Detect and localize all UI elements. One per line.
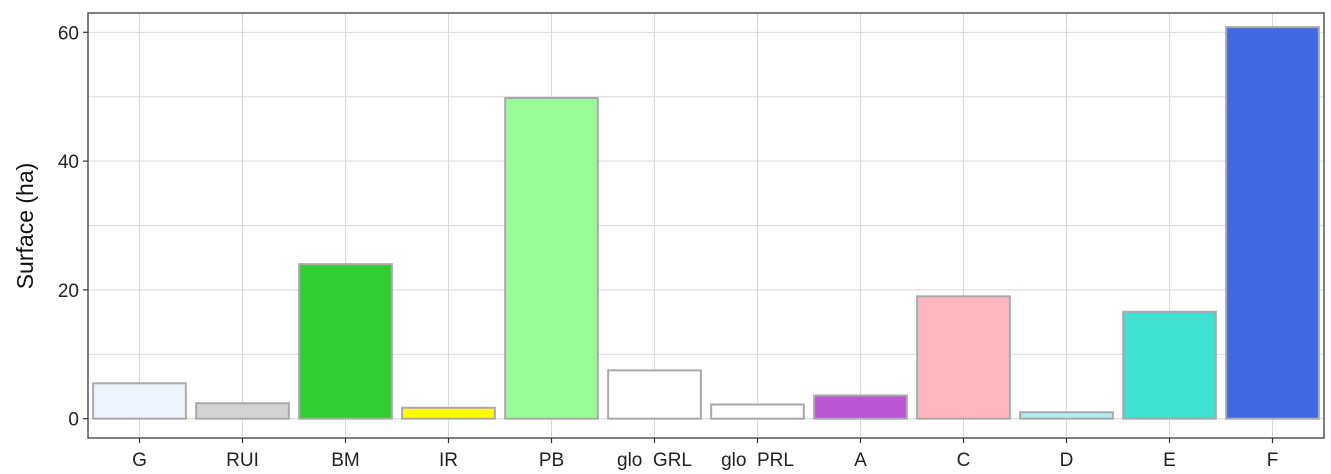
x-tick-label: C bbox=[957, 450, 971, 471]
x-tick-label: RUI bbox=[226, 450, 259, 471]
x-tick-label: PB bbox=[539, 450, 564, 471]
bar-e bbox=[1122, 310, 1217, 420]
x-tick-label: F bbox=[1267, 450, 1279, 471]
bar-bm bbox=[298, 263, 393, 420]
bars bbox=[92, 26, 1320, 420]
bar-rui bbox=[195, 402, 290, 420]
y-tick-label: 0 bbox=[68, 410, 79, 431]
x-tick-label: A bbox=[854, 450, 867, 471]
bar-glo-grl bbox=[607, 369, 702, 420]
grid bbox=[88, 13, 1324, 438]
bar-glo-prl bbox=[710, 403, 805, 420]
plot-panel bbox=[87, 12, 1325, 439]
bar-f bbox=[1225, 26, 1320, 420]
y-tick-label: 20 bbox=[58, 281, 79, 302]
bar-a bbox=[813, 394, 908, 420]
bar-c bbox=[916, 295, 1011, 420]
bar-ir bbox=[401, 406, 496, 420]
x-tick-label: glo GRL bbox=[617, 450, 692, 471]
y-axis: 0 20 40 60 bbox=[58, 23, 88, 431]
x-tick-label: D bbox=[1060, 450, 1074, 471]
bar-pb bbox=[504, 97, 599, 420]
x-axis: G RUI BM IR PB glo GRL glo PRL A C D E F bbox=[132, 438, 1278, 471]
x-tick-label: G bbox=[132, 450, 147, 471]
x-tick-label: glo PRL bbox=[721, 450, 794, 471]
y-tick-label: 60 bbox=[58, 23, 79, 44]
x-tick-label: IR bbox=[439, 450, 458, 471]
bar-g bbox=[92, 382, 187, 420]
x-tick-label: BM bbox=[331, 450, 360, 471]
y-tick-label: 40 bbox=[58, 152, 79, 173]
bar-d bbox=[1019, 411, 1114, 420]
x-tick-label: E bbox=[1163, 450, 1176, 471]
y-axis-title: Surface (ha) bbox=[12, 163, 38, 290]
